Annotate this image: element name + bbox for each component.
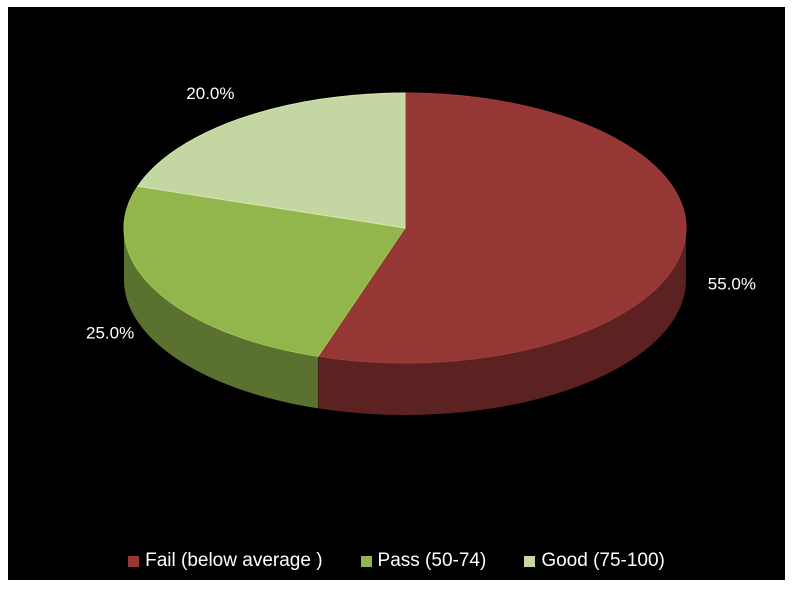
pie-slice-good	[136, 92, 406, 229]
pie-slice-pass	[123, 185, 406, 357]
legend-label-pass: Pass (50-74)	[377, 550, 487, 571]
pie-side-pass	[124, 228, 319, 409]
data-label-good: 20.0%	[186, 84, 234, 103]
legend: Fail (below average ) Pass (50-74) Good …	[8, 549, 785, 573]
legend-label-good: Good (75-100)	[541, 550, 665, 571]
legend-item-pass: Pass (50-74)	[360, 550, 487, 572]
legend-item-good: Good (75-100)	[524, 550, 665, 572]
data-label-fail: 55.0%	[708, 274, 756, 293]
pie-slice-fail	[317, 92, 687, 364]
chart-area: 55.0% 25.0% 20.0% Fail (below average ) Pa…	[8, 7, 785, 580]
legend-label-fail: Fail (below average )	[145, 550, 323, 571]
legend-swatch-good	[524, 555, 536, 567]
legend-swatch-pass	[360, 555, 372, 567]
legend-swatch-fail	[128, 555, 140, 567]
legend-item-fail: Fail (below average )	[128, 550, 323, 572]
pie-side-fail	[318, 228, 686, 415]
data-label-pass: 25.0%	[86, 324, 134, 343]
pie-chart: 55.0% 25.0% 20.0%	[86, 84, 756, 415]
